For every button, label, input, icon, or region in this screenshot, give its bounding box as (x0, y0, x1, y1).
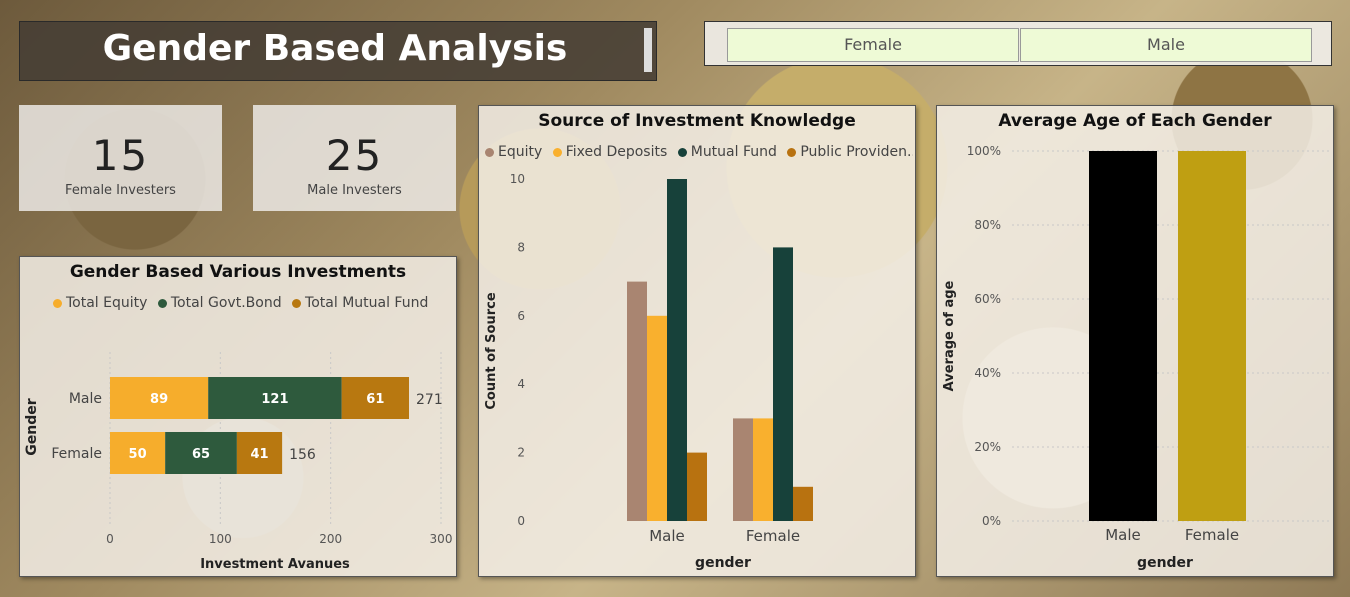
legend-dot (157, 298, 167, 308)
x-tick-label: Female (1185, 526, 1239, 544)
data-label: 121 (261, 392, 288, 407)
y-axis-title: Average of age (942, 280, 957, 391)
y-tick-label: 8 (517, 240, 525, 254)
bar (793, 486, 813, 521)
legend-label: Total Equity (66, 295, 148, 311)
x-axis-title: gender (1137, 555, 1193, 571)
chart-title: Average Age of Each Gender (998, 111, 1272, 131)
chart-legend: Total Equity Total Govt.Bond Total Mutua… (53, 295, 434, 311)
chart-title: Source of Investment Knowledge (538, 111, 856, 131)
x-tick-label: 300 (430, 532, 453, 546)
x-tick-label: 200 (319, 532, 342, 546)
title-banner: Gender Based Analysis (19, 21, 657, 81)
bar (1178, 151, 1246, 521)
x-tick-label: Male (649, 527, 685, 545)
bar (647, 315, 667, 521)
investments-chart-panel: Gender Based Various Investments Total E… (19, 256, 457, 577)
chart-legend: Equity Fixed Deposits Mutual Fund Public… (485, 144, 913, 160)
legend-item[interactable]: Total Mutual Fund (292, 295, 428, 311)
x-tick-label: 100 (209, 532, 232, 546)
legend-dot (677, 147, 687, 157)
bar (667, 179, 687, 521)
y-tick-label: 20% (974, 440, 1001, 454)
legend-item[interactable]: Mutual Fund (677, 144, 777, 160)
x-axis-title: gender (695, 555, 751, 571)
data-label: 50 (129, 447, 147, 462)
y-tick-label: 80% (974, 218, 1001, 232)
slicer-option-female[interactable]: Female (727, 28, 1019, 62)
bar-segment (110, 377, 209, 419)
legend-label: Mutual Fund (690, 144, 777, 160)
legend-item[interactable]: Public Providen... (787, 144, 913, 160)
kpi-value: 15 (91, 131, 150, 180)
legend-dot (552, 147, 562, 157)
legend-dot (787, 147, 797, 157)
data-label: 61 (366, 392, 384, 407)
age-chart-panel: Average Age of Each Gender 0% 20% 40% 60% 80… (936, 105, 1334, 577)
y-axis-title: Gender (24, 398, 40, 455)
y-tick-label: 2 (517, 446, 525, 460)
knowledge-chart: 0 2 4 6 8 10 Male Female gender Count of Source (484, 172, 813, 571)
bar-segment (208, 377, 342, 419)
kpi-label: Female Investers (65, 183, 176, 198)
y-tick-label: Female (51, 446, 102, 462)
total-label: 156 (289, 447, 316, 463)
y-tick-label: 0 (517, 514, 525, 528)
x-tick-label: Male (1105, 526, 1141, 544)
bar-segment (110, 432, 166, 474)
y-tick-label: 10 (510, 172, 525, 186)
legend-item[interactable]: Equity (485, 144, 542, 160)
x-tick-label: 0 (106, 532, 114, 546)
legend-dot (53, 298, 62, 308)
legend-item[interactable]: Fixed Deposits (552, 144, 668, 160)
bar-segment (341, 377, 410, 419)
legend-label: Total Mutual Fund (305, 295, 429, 311)
legend-label: Equity (498, 144, 543, 160)
kpi-value: 25 (325, 131, 384, 180)
y-tick-label: 4 (517, 377, 525, 391)
bar (753, 418, 773, 521)
bar (733, 418, 753, 521)
y-tick-label: 60% (974, 292, 1001, 306)
gender-slicer: Female Male (704, 21, 1332, 66)
bar (687, 452, 707, 521)
data-label: 65 (192, 447, 210, 462)
chart-title: Gender Based Various Investments (69, 262, 407, 282)
knowledge-chart-panel: Source of Investment Knowledge Equity Fi… (478, 105, 916, 577)
data-label: 41 (250, 447, 268, 462)
slicer-option-male[interactable]: Male (1020, 28, 1312, 62)
legend-label: Fixed Deposits (565, 144, 668, 160)
x-tick-label: Female (746, 527, 800, 545)
bar (773, 247, 793, 521)
y-tick-label: 100% (967, 144, 1001, 158)
total-label: 271 (416, 392, 443, 408)
y-tick-label: 0% (982, 514, 1001, 528)
page-title: Gender Based Analysis (102, 28, 568, 69)
legend-item[interactable]: Total Equity (53, 295, 147, 311)
kpi-label: Male Investers (307, 183, 402, 198)
kpi-card-female: 15 Female Investers (19, 105, 222, 211)
legend-dot (292, 298, 302, 308)
legend-dot (485, 147, 494, 157)
legend-label: Public Providen... (800, 144, 913, 160)
bar (1089, 151, 1157, 521)
investments-chart: 0 100 200 300 Male 89 121 61 271 Female 50 65 41 156 I… (24, 352, 453, 572)
age-chart: 0% 20% 40% 60% 80% 100% Male Female gender Averag… (942, 144, 1329, 571)
x-axis-title: Investment Avanues (200, 557, 350, 572)
data-label: 89 (150, 392, 168, 407)
y-tick-label: 40% (974, 366, 1001, 380)
bar-segment (236, 432, 283, 474)
bar (627, 281, 647, 521)
bar-segment (165, 432, 237, 474)
legend-item[interactable]: Total Govt.Bond (157, 295, 282, 311)
y-axis-title: Count of Source (484, 292, 499, 410)
kpi-card-male: 25 Male Investers (253, 105, 456, 211)
banner-scrollbar (644, 28, 652, 72)
y-tick-label: 6 (517, 309, 525, 323)
y-tick-label: Male (69, 391, 102, 407)
legend-label: Total Govt.Bond (170, 295, 282, 311)
